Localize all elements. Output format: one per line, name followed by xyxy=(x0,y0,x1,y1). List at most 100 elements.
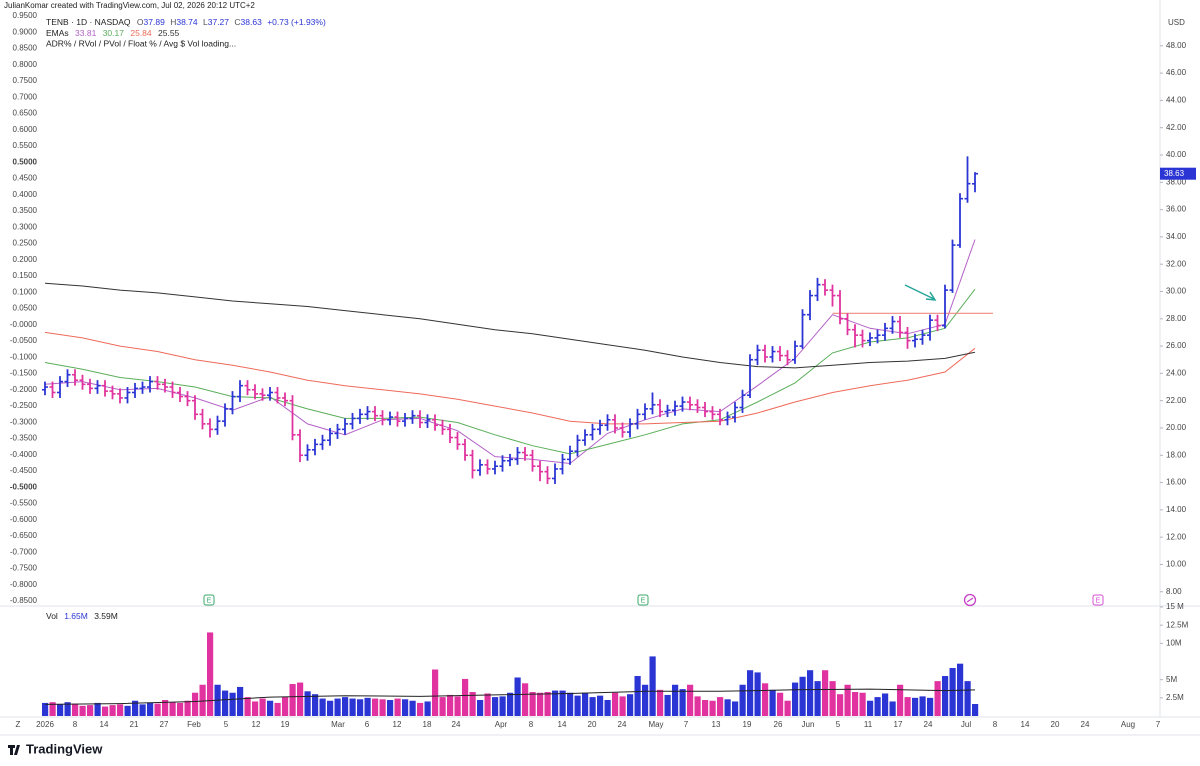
ohlc-bar xyxy=(394,411,401,427)
y-tick-label: 16.00 xyxy=(1166,478,1187,487)
earnings-marker xyxy=(637,594,649,606)
volume-bar xyxy=(162,700,169,716)
left-tick-label: -0.4500 xyxy=(10,466,38,475)
ohlc-bar xyxy=(769,346,776,363)
left-tick-label: -0.7500 xyxy=(10,564,38,573)
volume-bar xyxy=(739,684,746,716)
ohlc-bar xyxy=(867,332,873,347)
volume-bar xyxy=(304,691,311,716)
volume-bar xyxy=(942,676,949,716)
ohlc-bar xyxy=(739,389,746,413)
ohlc-bar xyxy=(717,408,723,426)
left-tick-label: 0.1000 xyxy=(13,287,38,296)
ohlc-bar xyxy=(777,346,783,362)
x-tick-label: 5 xyxy=(224,720,229,729)
ohlc-bar xyxy=(942,284,948,329)
x-tick-label: 19 xyxy=(281,720,290,729)
left-tick-label: 0.2000 xyxy=(13,255,38,264)
dividend-marker xyxy=(963,593,977,607)
ohlc-bar xyxy=(147,376,153,393)
ohlc-bar xyxy=(972,172,978,193)
left-tick-label: -0.2000 xyxy=(10,385,38,394)
volume-bar xyxy=(349,698,356,716)
volume-bar xyxy=(109,705,116,716)
ohlc-bar xyxy=(424,414,431,428)
ohlc-bar xyxy=(364,406,371,420)
left-tick-label: 0.4500 xyxy=(13,174,38,183)
left-tick-label: -0.3500 xyxy=(10,434,38,443)
y-tick-label: 12.00 xyxy=(1166,532,1187,541)
y-tick-label: 44.00 xyxy=(1166,96,1187,105)
volume-bar xyxy=(807,670,814,716)
volume-bar xyxy=(709,700,716,716)
ohlc-bar xyxy=(852,324,858,348)
volume-bar xyxy=(529,692,536,716)
ohlc-bar xyxy=(829,284,836,307)
left-tick-label: 0.8500 xyxy=(13,44,38,53)
volume-bar xyxy=(94,702,101,716)
volume-bar xyxy=(124,705,131,716)
volume-bar xyxy=(312,694,319,716)
ohlc-bar xyxy=(724,411,731,426)
ohlc-bar xyxy=(462,438,468,461)
volume-bar xyxy=(769,689,776,716)
volume-bar xyxy=(222,690,229,716)
ohlc-bar xyxy=(627,418,633,438)
volume-bar xyxy=(679,689,686,716)
x-tick-label: 7 xyxy=(1156,720,1161,729)
volume-bar xyxy=(169,702,176,716)
ohlc-bar xyxy=(582,429,588,446)
volume-bar xyxy=(177,702,184,716)
volume-bar xyxy=(822,670,829,716)
volume-bar xyxy=(859,692,866,716)
ema-label: EMAs xyxy=(46,28,69,38)
ohlc-bar xyxy=(57,376,63,398)
ohlc-bar xyxy=(822,279,828,296)
ohlc-bar xyxy=(79,374,86,390)
ohlc-bar xyxy=(229,391,236,415)
volume-bar xyxy=(87,705,94,716)
ohlc-bar xyxy=(792,340,798,364)
volume-bar xyxy=(477,700,484,716)
x-tick-label: Jun xyxy=(802,720,815,729)
y-tick-label: 22.00 xyxy=(1166,396,1187,405)
ohlc-bar xyxy=(192,395,198,420)
volume-bar xyxy=(507,692,514,716)
ohlc-bar xyxy=(687,396,693,411)
ohlc-bar xyxy=(274,387,281,404)
ohlc-bar xyxy=(237,380,243,403)
volume-bar xyxy=(282,697,289,716)
ema-legend: EMAs 33.81 30.17 25.84 25.55 xyxy=(46,28,180,38)
ohlc-bar xyxy=(109,385,116,400)
ohlc-bar xyxy=(477,459,483,476)
ohlc-bar xyxy=(432,414,438,431)
volume-bar xyxy=(469,692,476,716)
adr-text: ADR% / RVol / PVol / Float % / Avg $ Vol… xyxy=(46,38,236,48)
ohlc-bar xyxy=(162,378,168,393)
ohlc-bar xyxy=(919,329,926,345)
ohlc-bar xyxy=(72,369,78,386)
left-tick-label: 0.1500 xyxy=(13,271,38,280)
left-tick-label: -0.4000 xyxy=(10,450,38,459)
ohlc-bar xyxy=(657,399,663,418)
x-tick-label: 20 xyxy=(588,720,597,729)
zoom-button[interactable]: Z xyxy=(16,720,21,729)
ohlc-bar xyxy=(597,419,603,435)
ohlc-bar xyxy=(507,453,513,467)
x-tick-label: 8 xyxy=(529,720,534,729)
ema-value: 25.55 xyxy=(158,28,180,38)
volume-bar xyxy=(657,689,664,716)
volume-bar xyxy=(132,700,139,716)
y-tick-label: 34.00 xyxy=(1166,232,1187,241)
volume-bar xyxy=(394,698,401,716)
symbol: TENB · 1D · NASDAQ xyxy=(46,17,131,27)
ema-value: 25.84 xyxy=(130,28,152,38)
volume-bar xyxy=(274,702,281,716)
left-tick-label: -0.7000 xyxy=(10,547,38,556)
ohlc-bar xyxy=(102,380,108,397)
volume-bar xyxy=(372,698,379,716)
ohlc-bar xyxy=(357,408,363,424)
ohlc-bar xyxy=(889,316,896,334)
volume-bar xyxy=(139,704,146,716)
